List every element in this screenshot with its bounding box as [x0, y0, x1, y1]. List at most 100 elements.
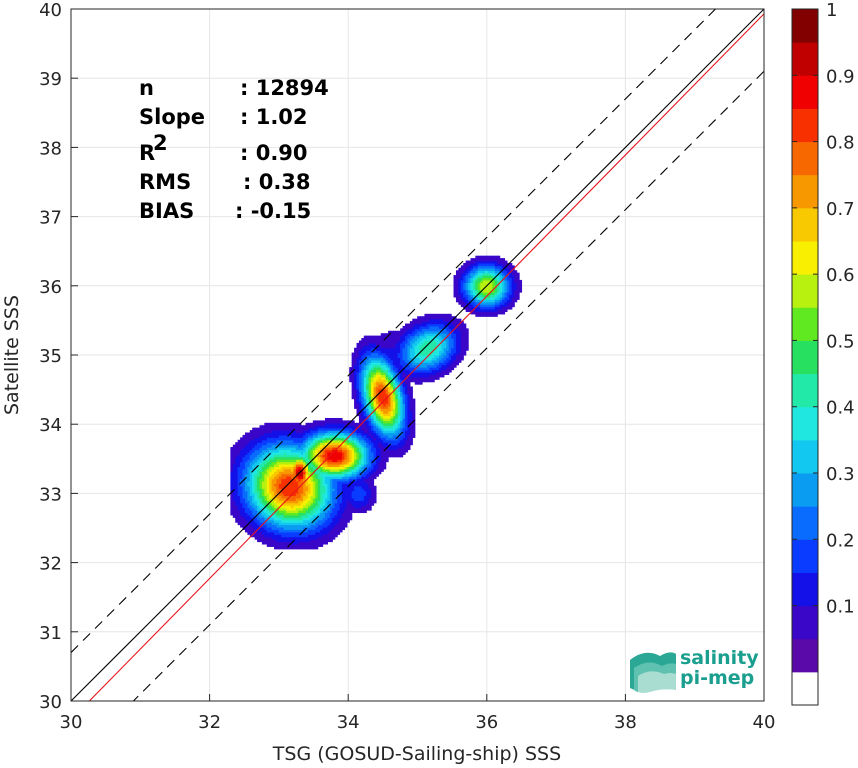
- density-cell: [334, 529, 338, 533]
- density-cell: [485, 282, 489, 286]
- density-cell: [361, 461, 365, 465]
- density-cell: [235, 471, 239, 475]
- density-cell: [281, 478, 285, 482]
- density-cell: [356, 359, 360, 363]
- density-cell: [264, 502, 268, 506]
- density-cell: [264, 463, 268, 468]
- density-cell: [412, 408, 416, 412]
- density-cell: [274, 493, 278, 497]
- density-cell: [412, 362, 416, 366]
- density-cell: [407, 437, 411, 441]
- density-cell: [383, 449, 387, 453]
- density-cell: [341, 473, 345, 477]
- density-cell: [409, 333, 413, 337]
- density-cell: [465, 262, 469, 266]
- density-cell: [320, 437, 324, 441]
- density-cell: [329, 514, 333, 518]
- density-cell: [288, 507, 292, 511]
- density-cell: [341, 451, 345, 455]
- density-cell: [317, 507, 321, 511]
- density-cell: [358, 367, 362, 371]
- density-cell: [283, 439, 287, 443]
- density-cell: [244, 442, 248, 446]
- density-cell: [232, 514, 236, 518]
- density-cell: [356, 350, 360, 354]
- density-cell: [438, 357, 443, 361]
- density-cell: [320, 529, 324, 533]
- density-cell: [254, 444, 258, 448]
- density-cell: [509, 289, 513, 293]
- density-cell: [485, 287, 489, 291]
- density-cell: [308, 543, 312, 547]
- density-cell: [378, 471, 382, 475]
- density-cell: [261, 505, 265, 509]
- density-cell: [266, 447, 270, 451]
- density-cell: [252, 526, 256, 530]
- density-cell: [402, 425, 406, 429]
- density-cell: [400, 425, 404, 429]
- density-cell: [390, 393, 394, 397]
- density-cell: [395, 371, 399, 375]
- density-cell: [324, 468, 329, 472]
- density-cell: [334, 500, 338, 504]
- density-cell: [317, 493, 321, 497]
- density-cell: [339, 488, 343, 492]
- density-cell: [271, 456, 275, 460]
- density-cell: [458, 357, 462, 361]
- density-cell: [315, 480, 319, 484]
- density-cell: [361, 434, 365, 438]
- density-cell: [298, 543, 302, 547]
- density-cell: [494, 313, 498, 317]
- density-cell: [295, 437, 299, 441]
- density-cell: [489, 287, 493, 291]
- density-cell: [414, 340, 418, 344]
- density-cell: [303, 427, 307, 431]
- density-cell: [315, 488, 319, 492]
- density-cell: [383, 408, 387, 412]
- density-cell: [361, 369, 365, 373]
- density-cell: [266, 471, 270, 475]
- density-cell: [278, 430, 282, 434]
- density-cell: [453, 282, 457, 286]
- density-cell: [264, 471, 268, 475]
- density-cell: [324, 510, 329, 514]
- density-cell: [446, 330, 450, 334]
- density-cell: [385, 369, 389, 373]
- density-cell: [288, 483, 292, 487]
- density-cell: [240, 471, 244, 475]
- density-cell: [383, 355, 387, 359]
- density-cell: [441, 345, 445, 349]
- density-cell: [281, 522, 285, 526]
- density-cell: [252, 442, 256, 446]
- density-cell: [409, 388, 413, 392]
- density-cell: [300, 485, 304, 489]
- density-cell: [303, 510, 307, 514]
- density-cell: [254, 507, 258, 511]
- density-cell: [373, 417, 377, 421]
- density-cell: [492, 308, 496, 313]
- density-cell: [361, 483, 365, 487]
- density-cell: [455, 279, 459, 283]
- density-cell: [354, 480, 358, 484]
- density-cell: [339, 449, 343, 453]
- density-cell: [368, 478, 372, 482]
- density-cell: [397, 442, 401, 446]
- density-cell: [312, 442, 316, 446]
- density-cell: [276, 447, 280, 451]
- density-cell: [375, 449, 379, 453]
- density-cell: [419, 321, 423, 325]
- density-cell: [281, 531, 285, 535]
- density-cell: [380, 364, 384, 368]
- density-cell: [502, 299, 506, 303]
- density-cell: [300, 546, 304, 550]
- density-cell: [346, 425, 350, 429]
- density-cell: [278, 526, 282, 530]
- density-cell: [458, 342, 462, 346]
- density-cell: [390, 364, 394, 368]
- density-cell: [291, 439, 295, 443]
- density-cell: [485, 270, 489, 274]
- density-cell: [247, 526, 251, 530]
- density-cell: [356, 490, 360, 494]
- density-cell: [373, 335, 377, 339]
- density-cell: [509, 265, 513, 269]
